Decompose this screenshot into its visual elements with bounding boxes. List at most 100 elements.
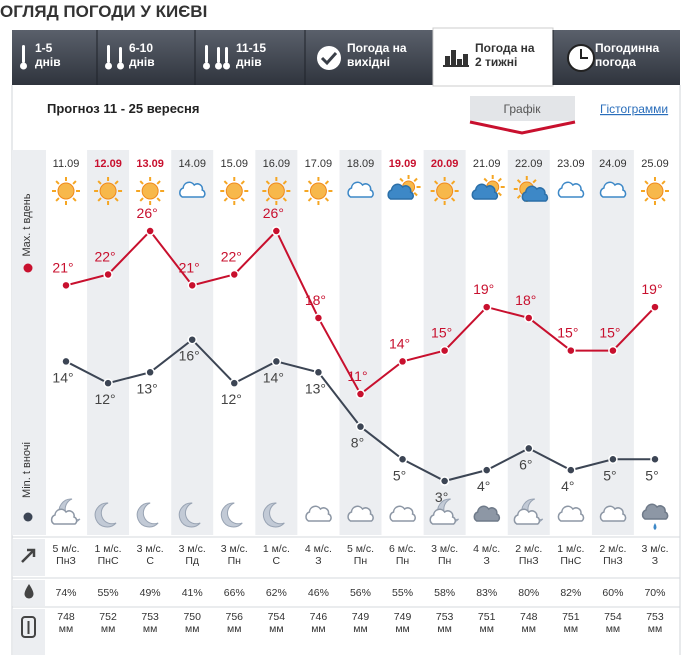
tab-icon <box>117 62 124 70</box>
data-label: 13° <box>137 380 158 396</box>
date-label: 15.09 <box>221 158 249 170</box>
sun-ray <box>139 197 144 202</box>
date-label: 18.09 <box>347 158 375 170</box>
page-title: ОГЛЯД ПОГОДИ У КИЄВІ <box>0 2 207 21</box>
cloud <box>50 508 78 525</box>
sun <box>141 182 159 200</box>
pressure-icon <box>21 616 36 638</box>
data-label: 15° <box>599 325 620 341</box>
column-band <box>423 150 466 535</box>
sun-ray <box>661 197 666 202</box>
humidity-cell: 66% <box>224 587 245 599</box>
data-point <box>397 356 408 367</box>
sun-ray <box>114 180 119 185</box>
date-label: 21.09 <box>473 158 501 170</box>
view-link[interactable]: Гістограмми <box>600 102 668 116</box>
tab-icon <box>107 45 110 63</box>
cloud <box>347 181 374 198</box>
moon <box>178 502 201 528</box>
sun <box>646 182 664 200</box>
wind-cell: 3 м/с. Пд <box>179 543 206 567</box>
tab[interactable]: Погода на 2 тижні <box>432 27 554 87</box>
tab-icon <box>451 50 456 66</box>
humidity-cell: 41% <box>182 587 203 599</box>
data-point <box>355 421 366 432</box>
tab-icon <box>223 62 230 70</box>
pressure-cell: 751 мм <box>562 611 580 635</box>
tab[interactable]: Погодинна погода <box>552 30 659 85</box>
date-label: 19.09 <box>389 158 417 170</box>
data-point <box>187 280 197 291</box>
tab-icon <box>320 51 338 66</box>
pressure-cell: 756 мм <box>226 611 244 635</box>
data-label: 14° <box>389 335 410 351</box>
tab-active-bg <box>432 27 554 87</box>
humidity-cell: 49% <box>140 587 161 599</box>
pressure-cell: 754 мм <box>268 611 286 635</box>
tab[interactable]: 6-10 днів <box>96 30 155 85</box>
weather-icon <box>304 177 333 205</box>
sun-ray <box>97 197 102 202</box>
tab-icon <box>457 59 462 66</box>
weather-icon <box>52 177 80 205</box>
cloud <box>521 185 549 202</box>
data-label: 6° <box>519 456 532 472</box>
pressure-cell: 753 мм <box>436 611 454 635</box>
tab-label: 11-15 днів <box>236 41 266 69</box>
date-label: 23.09 <box>557 158 585 170</box>
tab[interactable]: 11-15 днів <box>194 30 266 85</box>
humidity-cell: 62% <box>266 587 287 599</box>
data-point <box>271 356 282 367</box>
tab[interactable]: 1-5 днів <box>20 41 61 70</box>
data-point <box>61 280 71 291</box>
moon <box>94 502 117 528</box>
wind-cell: 3 м/с. З <box>641 543 668 567</box>
data-label: 13° <box>305 380 326 396</box>
sun-ray <box>532 179 537 184</box>
cloud <box>347 505 374 522</box>
sun-ray <box>434 180 439 185</box>
tab-icon <box>225 47 228 63</box>
data-point <box>566 345 576 356</box>
column-band <box>255 150 298 535</box>
wind-icon <box>21 548 36 563</box>
view-tab[interactable]: Графік <box>504 102 542 116</box>
legend-dot <box>23 263 33 273</box>
data-point <box>61 356 71 367</box>
sun-ray <box>55 180 60 185</box>
sun-ray <box>97 180 102 185</box>
sun-ray <box>223 197 228 202</box>
date-label: 25.09 <box>641 158 669 170</box>
sun-ray <box>450 180 456 185</box>
sun-ray <box>413 191 418 197</box>
data-point <box>524 443 534 454</box>
data-point <box>650 302 660 312</box>
sun-ray <box>240 180 245 185</box>
humidity-icon <box>24 584 34 599</box>
humidity-cell: 58% <box>434 587 455 599</box>
pressure-cell: 750 мм <box>183 611 201 635</box>
data-label: 18° <box>305 292 326 308</box>
humidity-cell: 46% <box>308 587 329 599</box>
data-point <box>439 476 450 486</box>
column-band <box>507 150 550 535</box>
column-band <box>339 150 382 535</box>
humidity-cell: 56% <box>350 587 371 599</box>
wind-cell: 3 м/с. Пн <box>431 543 458 567</box>
data-point <box>608 345 618 356</box>
tab[interactable]: Погода на вихідні <box>304 30 407 85</box>
wind-cell: 3 м/с. С <box>137 543 164 567</box>
sun <box>99 182 117 200</box>
moon <box>136 502 159 528</box>
tab-icon <box>217 47 220 63</box>
pressure-cell: 751 мм <box>478 611 496 635</box>
data-point <box>566 465 576 475</box>
legend-label: Max. t вдень <box>21 193 33 256</box>
wind-cell: 1 м/с. С <box>263 543 290 567</box>
data-point <box>355 389 366 399</box>
data-point <box>439 345 450 356</box>
pressure-cell: 753 мм <box>646 611 664 635</box>
data-label: 4° <box>477 478 490 494</box>
column-band <box>591 150 634 535</box>
